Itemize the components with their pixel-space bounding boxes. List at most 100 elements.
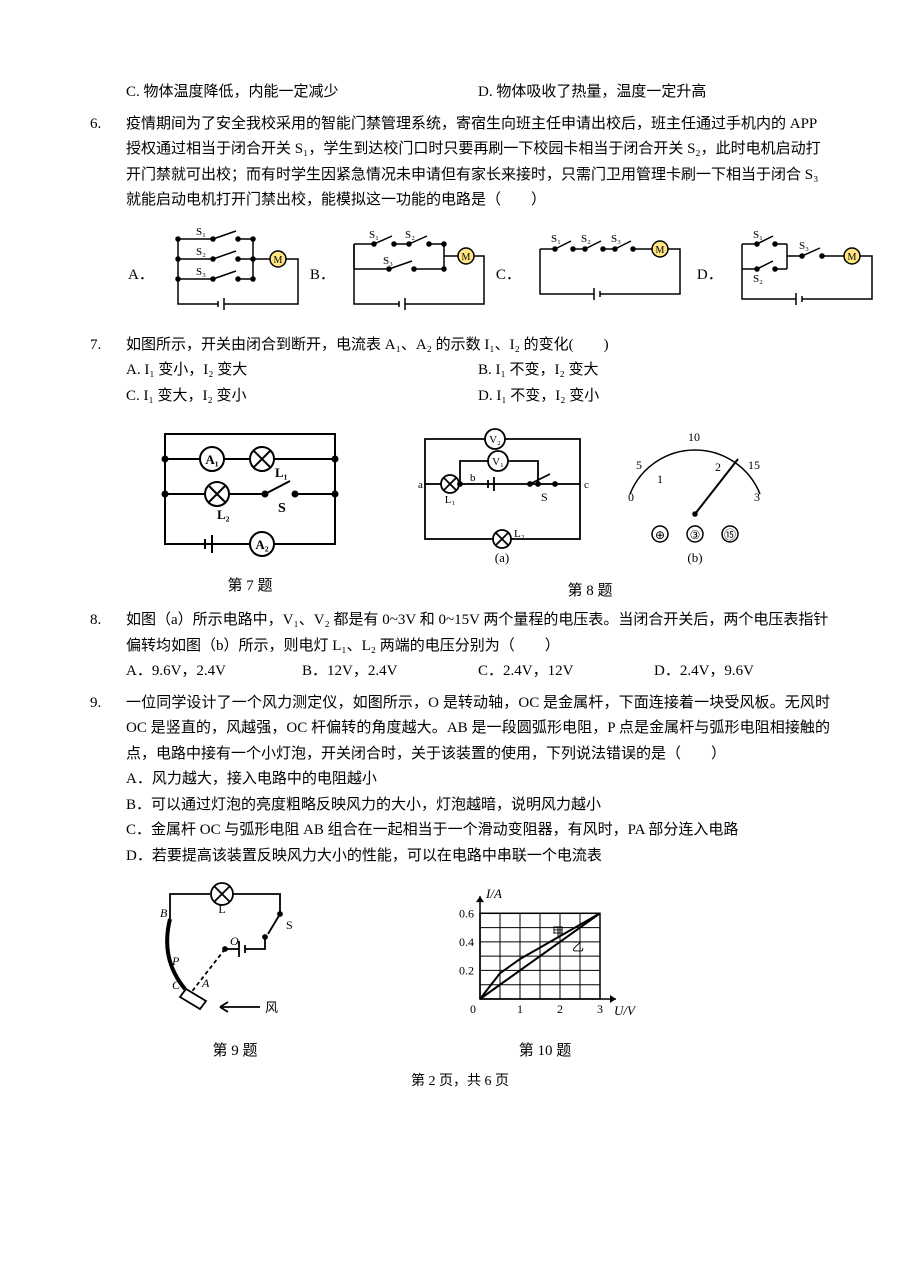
svg-text:10: 10: [688, 430, 700, 444]
svg-text:S₂: S₂: [581, 233, 591, 245]
q7-opt-b: B. I₁ 不变，I₂ 变大: [478, 358, 830, 384]
svg-text:S: S: [541, 490, 548, 504]
q8-opt-b: B．12V，2.4V: [302, 659, 478, 685]
q9-text: 一位同学设计了一个风力测定仪，如图所示，O 是转动轴，OC 是金属杆，下面连接着…: [126, 691, 830, 768]
svg-text:(b): (b): [687, 550, 702, 565]
q9-opt-d: D．若要提高该装置反映风力大小的性能，可以在电路中串联一个电流表: [126, 844, 830, 870]
svg-text:V₁: V₁: [492, 456, 504, 468]
svg-text:A: A: [201, 976, 210, 990]
q7-opt-c: C. I₁ 变大，I₂ 变小: [126, 384, 478, 410]
q6-letter-a: A．: [128, 263, 154, 289]
fig-8: V₂ V₁ L₁ L₂ S a b c (a) 5 10: [410, 419, 770, 604]
q8-num: 8.: [90, 608, 126, 685]
svg-text:5: 5: [636, 458, 642, 472]
question-7: 7. 如图所示，开关由闭合到断开，电流表 A₁、A₂ 的示数 I₁、I₂ 的变化…: [90, 333, 830, 410]
svg-text:0: 0: [628, 490, 634, 504]
q8-opt-c: C．2.4V，12V: [478, 659, 654, 685]
svg-text:S₁: S₁: [753, 229, 763, 241]
svg-text:M: M: [847, 252, 856, 263]
svg-text:S₃: S₃: [196, 266, 206, 278]
svg-text:L₁: L₁: [445, 494, 456, 506]
svg-text:L: L: [218, 902, 225, 916]
q7-opt-d: D. I₁ 不变，I₂ 变小: [478, 384, 830, 410]
question-6: 6. 疫情期间为了安全我校采用的智能门禁管理系统，寄宿生向班主任申请出校后，班主…: [90, 112, 830, 214]
fig-9: L S O B P C A 风 第 9 题: [150, 879, 320, 1064]
svg-text:A₂: A₂: [255, 537, 268, 552]
q6-text: 疫情期间为了安全我校采用的智能门禁管理系统，寄宿生向班主任申请出校后，班主任通过…: [126, 112, 830, 214]
svg-text:L₁: L₁: [275, 465, 288, 480]
svg-text:(a): (a): [495, 550, 509, 565]
svg-text:0.4: 0.4: [459, 935, 474, 949]
fig-row-7-8: A₁ L₁ L₂ S A₂ 第 7 题: [90, 419, 830, 604]
svg-text:S₂: S₂: [405, 229, 415, 241]
svg-text:S₂: S₂: [196, 246, 206, 258]
svg-text:风: 风: [265, 1000, 278, 1015]
q5-opt-c: C. 物体温度降低，内能一定减少: [126, 80, 478, 106]
=: 9. 一位同学设计了一个风力测定仪，如图所示，O 是转动轴，OC 是金属杆，下面…: [90, 691, 830, 870]
svg-text:b: b: [470, 472, 476, 484]
svg-text:U/V: U/V: [614, 1003, 637, 1018]
q9-opt-c: C．金属杆 OC 与弧形电阻 AB 组合在一起相当于一个滑动变阻器，有风时，PA…: [126, 818, 830, 844]
svg-text:B: B: [160, 906, 168, 920]
fig-7-caption: 第 7 题: [150, 574, 350, 600]
svg-text:L₂: L₂: [514, 528, 525, 540]
svg-text:0: 0: [470, 1002, 476, 1016]
svg-text:S: S: [278, 501, 286, 516]
q6-circuit-b: S₁ S₂ S₃ M: [339, 224, 494, 319]
fig-8-caption: 第 8 题: [410, 579, 770, 605]
q6-circuit-c: S₁ S₂ S₃ M: [525, 224, 695, 319]
q7-text: 如图所示，开关由闭合到断开，电流表 A₁、A₂ 的示数 I₁、I₂ 的变化( ): [126, 333, 830, 359]
svg-text:S₃: S₃: [611, 233, 621, 245]
svg-text:M: M: [461, 252, 470, 263]
svg-text:S₁: S₁: [196, 226, 206, 238]
svg-text:S₁: S₁: [369, 229, 379, 241]
svg-text:3: 3: [597, 1002, 603, 1016]
q8-opt-d: D．2.4V，9.6V: [654, 659, 830, 685]
svg-text:V₂: V₂: [489, 434, 501, 446]
svg-text:1: 1: [657, 472, 663, 486]
q6-letter-d: D．: [697, 263, 723, 289]
svg-text:15: 15: [748, 458, 760, 472]
q8-opt-a: A．9.6V，2.4V: [126, 659, 302, 685]
svg-text:a: a: [418, 479, 423, 491]
svg-text:L₂: L₂: [217, 507, 230, 522]
q6-circuit-d: S₁ S₂ S₃ M: [727, 224, 882, 319]
q9-opt-a: A．风力越大，接入电路中的电阻越小: [126, 767, 830, 793]
svg-text:⊕: ⊕: [655, 528, 665, 542]
svg-text:③: ③: [690, 528, 701, 542]
svg-text:甲: 甲: [552, 925, 564, 939]
fig-row-9-10: L S O B P C A 风 第 9 题 I/A U/V 0 1 2 3 0.2 0.4 0.…: [150, 879, 830, 1064]
svg-text:0.6: 0.6: [459, 906, 474, 920]
svg-text:O: O: [230, 934, 239, 948]
svg-text:I/A: I/A: [485, 886, 502, 901]
fig-10: I/AU/V01230.20.40.6甲乙 第 10 题: [440, 879, 650, 1064]
q5-options-cd: C. 物体温度降低，内能一定减少 D. 物体吸收了热量，温度一定升高: [126, 80, 830, 106]
svg-text:S₂: S₂: [753, 273, 763, 285]
svg-text:P: P: [171, 954, 180, 968]
svg-text:2: 2: [557, 1002, 563, 1016]
q7-num: 7.: [90, 333, 126, 410]
q6-num: 6.: [90, 112, 126, 214]
svg-text:2: 2: [715, 460, 721, 474]
svg-text:M: M: [273, 255, 282, 266]
svg-text:C: C: [172, 978, 181, 992]
svg-text:A₁: A₁: [205, 452, 218, 467]
svg-text:S: S: [286, 918, 293, 932]
q6-letter-c: C．: [496, 263, 521, 289]
q5-opt-d: D. 物体吸收了热量，温度一定升高: [478, 80, 830, 106]
svg-text:c: c: [584, 479, 589, 491]
q7-opt-a: A. I₁ 变小，I₂ 变大: [126, 358, 478, 384]
question-8: 8. 如图（a）所示电路中，V₁、V₂ 都是有 0~3V 和 0~15V 两个量…: [90, 608, 830, 685]
q9-num: 9.: [90, 691, 126, 870]
svg-text:S₃: S₃: [799, 240, 809, 252]
svg-text:0.2: 0.2: [459, 963, 474, 977]
svg-text:S₃: S₃: [383, 255, 393, 267]
svg-text:3: 3: [754, 490, 760, 504]
fig-7: A₁ L₁ L₂ S A₂ 第 7 题: [150, 419, 350, 604]
fig-9-caption: 第 9 题: [150, 1039, 320, 1065]
svg-text:⑮: ⑮: [724, 528, 736, 542]
q6-circuit-a: S₁ S₂ S₃ M: [158, 224, 308, 319]
svg-text:乙: 乙: [572, 939, 584, 953]
svg-text:1: 1: [517, 1002, 523, 1016]
q8-text: 如图（a）所示电路中，V₁、V₂ 都是有 0~3V 和 0~15V 两个量程的电…: [126, 608, 830, 659]
